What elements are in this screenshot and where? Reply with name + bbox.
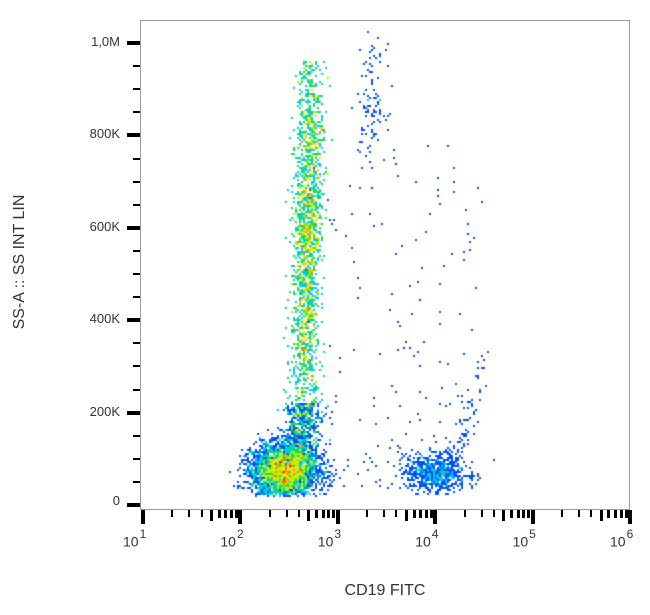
x-minor-tick: [413, 510, 416, 518]
x-tick-label: 101: [123, 527, 147, 550]
y-major-tick: [127, 226, 140, 230]
x-minor-tick: [366, 510, 368, 517]
y-minor-tick: [133, 250, 140, 252]
x-minor-tick: [522, 510, 525, 518]
y-tick-label: 0: [112, 493, 120, 508]
y-major-tick: [127, 41, 140, 45]
y-minor-tick: [133, 65, 140, 67]
x-minor-tick: [269, 510, 271, 517]
y-tick-label: 400K: [89, 311, 120, 327]
x-axis-title: CD19 FITC: [344, 582, 426, 599]
y-minor-tick: [133, 111, 140, 113]
x-minor-tick: [527, 510, 530, 518]
x-major-tick: [238, 510, 242, 524]
x-minor-tick: [425, 510, 428, 518]
x-minor-tick: [171, 510, 173, 517]
y-tick-label: 600K: [89, 218, 120, 234]
x-minor-tick: [614, 510, 617, 518]
x-minor-tick: [517, 510, 520, 518]
x-minor-tick: [210, 510, 213, 521]
x-minor-tick: [298, 510, 300, 517]
density-dot-plot: [141, 21, 629, 509]
y-minor-tick: [133, 342, 140, 344]
y-minor-tick: [133, 158, 140, 160]
x-minor-tick: [230, 510, 233, 518]
x-minor-tick: [201, 510, 203, 517]
x-minor-tick: [578, 510, 580, 517]
x-tick-label: 102: [220, 527, 244, 550]
x-minor-tick: [383, 510, 385, 517]
x-minor-tick: [625, 510, 628, 518]
x-minor-tick: [286, 510, 288, 517]
x-minor-tick: [464, 510, 466, 517]
x-major-tick: [433, 510, 437, 524]
x-tick-label: 104: [415, 527, 439, 550]
x-minor-tick: [188, 510, 190, 517]
x-minor-tick: [430, 510, 433, 518]
y-minor-tick: [133, 481, 140, 483]
x-minor-tick: [510, 510, 513, 518]
x-tick-label: 103: [317, 527, 342, 550]
x-minor-tick: [481, 510, 483, 517]
x-minor-tick: [620, 510, 623, 518]
y-minor-tick: [133, 204, 140, 206]
y-minor-tick: [133, 458, 140, 460]
y-minor-tick: [133, 273, 140, 275]
x-minor-tick: [607, 510, 610, 518]
y-minor-tick: [133, 88, 140, 90]
x-minor-tick: [307, 510, 310, 521]
x-tick-label: 106: [610, 527, 634, 550]
x-minor-tick: [561, 510, 563, 517]
x-minor-tick: [218, 510, 221, 518]
x-tick-label: 105: [512, 527, 536, 550]
y-tick-label: 1,0M: [91, 34, 120, 49]
y-minor-tick: [133, 181, 140, 183]
y-major-tick: [127, 133, 140, 137]
x-minor-tick: [395, 510, 397, 517]
x-major-tick: [531, 510, 535, 524]
x-minor-tick: [502, 510, 505, 521]
x-minor-tick: [315, 510, 318, 518]
x-minor-tick: [224, 510, 227, 518]
x-minor-tick: [590, 510, 592, 517]
x-minor-tick: [322, 510, 325, 518]
x-major-tick: [628, 510, 632, 524]
x-minor-tick: [493, 510, 495, 517]
x-minor-tick: [235, 510, 238, 518]
x-major-tick: [336, 510, 340, 524]
y-tick-label: 200K: [89, 403, 120, 419]
x-minor-tick: [405, 510, 408, 521]
y-minor-tick: [133, 389, 140, 391]
y-tick-label: 800K: [89, 126, 120, 142]
y-major-tick: [127, 318, 140, 322]
x-minor-tick: [600, 510, 603, 521]
y-axis-title: SS-A :: SS INT LIN: [11, 194, 28, 330]
y-minor-tick: [133, 435, 140, 437]
x-minor-tick: [419, 510, 422, 518]
plot-area: [140, 20, 630, 510]
x-minor-tick: [327, 510, 330, 518]
y-minor-tick: [133, 365, 140, 367]
y-minor-tick: [133, 296, 140, 298]
x-minor-tick: [332, 510, 335, 518]
x-major-tick: [141, 510, 145, 524]
y-major-tick: [127, 503, 140, 507]
y-major-tick: [127, 411, 140, 415]
